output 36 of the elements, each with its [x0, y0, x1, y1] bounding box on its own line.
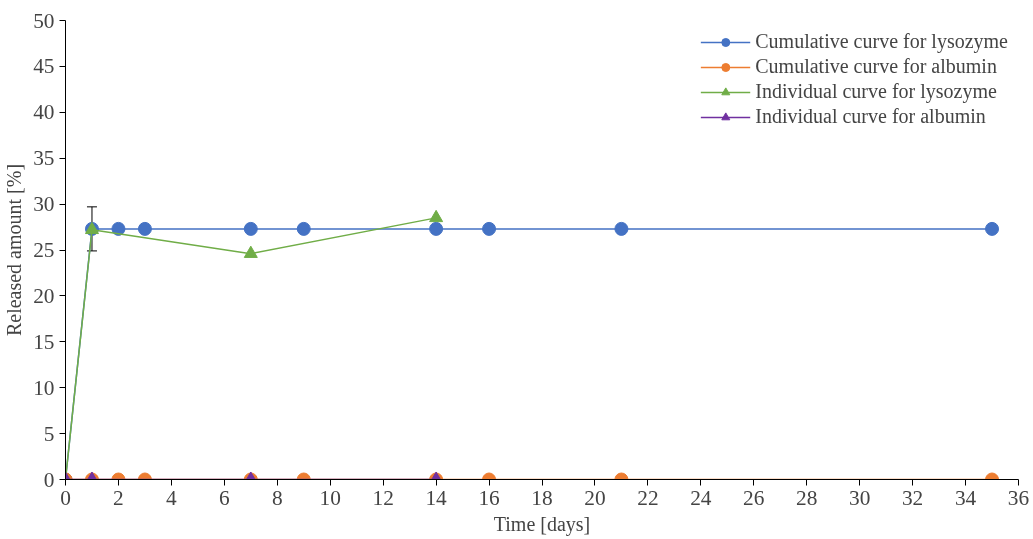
- y-tick-label: 20: [33, 283, 55, 308]
- x-tick-label: 32: [901, 485, 924, 510]
- y-tick-label: 30: [33, 192, 55, 217]
- y-tick-label: 10: [33, 375, 55, 400]
- x-tick-label: 28: [796, 485, 818, 510]
- x-tick-label: 20: [584, 485, 606, 510]
- legend-label: Cumulative curve for albumin: [755, 55, 997, 78]
- x-tick-label: 16: [478, 485, 501, 510]
- x-tick-label: 0: [60, 485, 71, 510]
- y-tick-label: 15: [33, 329, 55, 354]
- x-tick-label: 22: [637, 485, 659, 510]
- x-axis-title: Time [days]: [493, 512, 591, 536]
- x-tick-label: 6: [219, 485, 230, 510]
- y-tick-label: 5: [43, 421, 55, 446]
- x-tick-label: 34: [954, 485, 977, 510]
- y-tick-label: 50: [33, 8, 55, 33]
- y-tick-label: 0: [43, 467, 55, 492]
- x-tick-label: 12: [372, 485, 394, 510]
- x-tick-label: 8: [271, 485, 283, 510]
- x-tick-label: 36: [1007, 485, 1030, 510]
- legend-label: Cumulative curve for lysozyme: [755, 30, 1008, 53]
- x-tick-label: 26: [743, 485, 765, 510]
- y-tick-label: 40: [33, 100, 55, 125]
- legend-label: Individual curve for albumin: [755, 105, 986, 128]
- y-tick-label: 35: [33, 146, 55, 171]
- y-tick-label: 25: [33, 238, 55, 262]
- y-tick-label: 45: [33, 54, 55, 79]
- x-tick-label: 18: [531, 485, 553, 510]
- y-axis-title: Released amount [%]: [3, 163, 26, 337]
- x-tick-label: 24: [690, 485, 712, 510]
- x-tick-label: 10: [319, 485, 341, 510]
- x-tick-label: 2: [113, 485, 124, 510]
- legend-label: Individual curve for lysozyme: [755, 80, 997, 103]
- x-tick-label: 30: [849, 485, 871, 510]
- x-tick-label: 4: [166, 485, 178, 510]
- x-tick-label: 14: [425, 485, 448, 510]
